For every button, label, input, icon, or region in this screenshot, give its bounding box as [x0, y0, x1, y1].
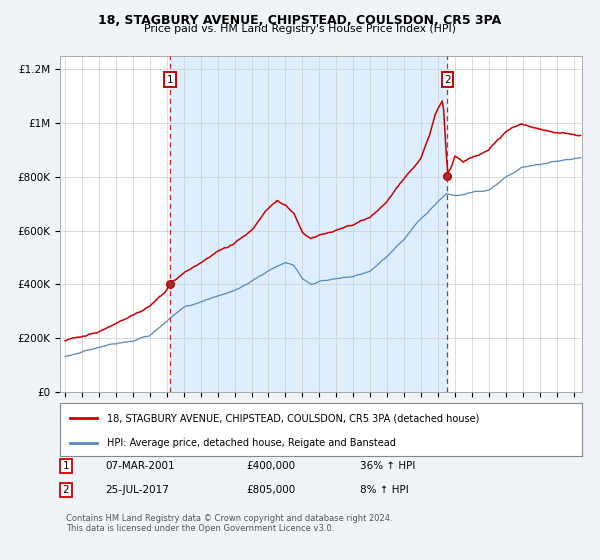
- Text: 8% ↑ HPI: 8% ↑ HPI: [360, 485, 409, 495]
- Text: 07-MAR-2001: 07-MAR-2001: [105, 461, 175, 471]
- Text: 2: 2: [444, 74, 451, 85]
- Bar: [170, 56, 448, 392]
- Text: 36% ↑ HPI: 36% ↑ HPI: [360, 461, 415, 471]
- Text: £805,000: £805,000: [246, 485, 295, 495]
- Text: 2: 2: [62, 485, 70, 495]
- Text: HPI: Average price, detached house, Reigate and Banstead: HPI: Average price, detached house, Reig…: [107, 438, 396, 448]
- Text: 18, STAGBURY AVENUE, CHIPSTEAD, COULSDON, CR5 3PA (detached house): 18, STAGBURY AVENUE, CHIPSTEAD, COULSDON…: [107, 413, 479, 423]
- Text: Price paid vs. HM Land Registry's House Price Index (HPI): Price paid vs. HM Land Registry's House …: [144, 24, 456, 34]
- Text: 1: 1: [62, 461, 70, 471]
- Text: 18, STAGBURY AVENUE, CHIPSTEAD, COULSDON, CR5 3PA: 18, STAGBURY AVENUE, CHIPSTEAD, COULSDON…: [98, 14, 502, 27]
- Text: 25-JUL-2017: 25-JUL-2017: [105, 485, 169, 495]
- Text: Contains HM Land Registry data © Crown copyright and database right 2024.
This d: Contains HM Land Registry data © Crown c…: [66, 514, 392, 534]
- Text: 1: 1: [166, 74, 173, 85]
- Text: £400,000: £400,000: [246, 461, 295, 471]
